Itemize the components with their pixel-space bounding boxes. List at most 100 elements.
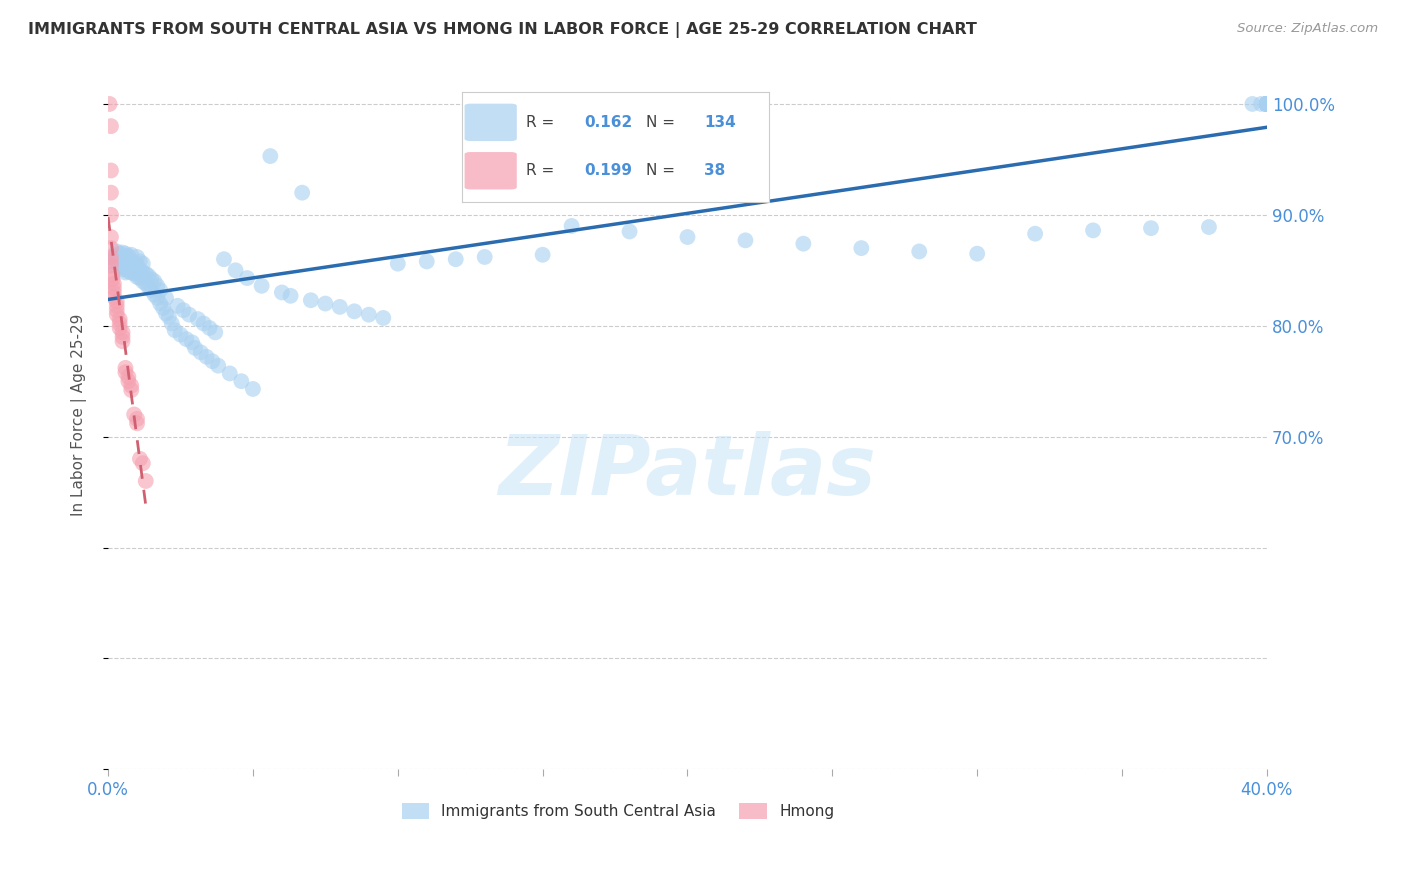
Point <box>132 257 155 271</box>
Point <box>160 317 183 331</box>
Point <box>108 317 131 331</box>
Point <box>129 451 152 466</box>
Point <box>908 244 931 259</box>
Point <box>163 323 186 337</box>
Point <box>259 149 281 163</box>
Point <box>329 300 352 314</box>
Point <box>111 259 134 273</box>
Point <box>387 257 409 271</box>
Point <box>135 267 157 281</box>
Point <box>966 246 988 260</box>
Point <box>120 383 142 397</box>
Point <box>132 266 155 280</box>
Point <box>100 186 122 200</box>
Point <box>212 252 235 267</box>
Point <box>1256 97 1278 112</box>
Point <box>103 290 125 304</box>
Point <box>1256 97 1278 112</box>
Point <box>1256 97 1278 112</box>
Point <box>444 252 467 267</box>
Point <box>103 281 125 295</box>
Point <box>357 308 380 322</box>
Point <box>132 274 155 288</box>
Point <box>108 246 131 260</box>
Point <box>1256 97 1278 112</box>
Point <box>1256 97 1278 112</box>
Point <box>619 225 641 239</box>
Point <box>204 326 226 340</box>
Point <box>792 236 814 251</box>
Point <box>172 303 194 318</box>
Point <box>135 277 157 291</box>
Text: ZIPatlas: ZIPatlas <box>499 431 876 512</box>
Point <box>125 250 148 264</box>
Point <box>169 327 191 342</box>
Point <box>129 271 152 285</box>
Point <box>122 258 145 272</box>
Point <box>314 296 336 310</box>
Point <box>155 307 177 321</box>
Point <box>1256 97 1278 112</box>
Point <box>129 254 152 268</box>
Point <box>108 255 131 269</box>
Point <box>1256 97 1278 112</box>
Point <box>1256 97 1278 112</box>
Point <box>193 317 215 331</box>
Point <box>181 335 204 350</box>
Point <box>100 163 122 178</box>
Legend: Immigrants from South Central Asia, Hmong: Immigrants from South Central Asia, Hmon… <box>395 797 841 825</box>
Point <box>149 296 172 310</box>
Point <box>111 330 134 344</box>
Point <box>157 310 180 324</box>
Point <box>250 278 273 293</box>
Point <box>179 308 201 322</box>
Point <box>125 412 148 426</box>
Point <box>114 257 136 271</box>
Point <box>1256 97 1278 112</box>
Point <box>111 245 134 260</box>
Point <box>114 360 136 375</box>
Point <box>125 264 148 278</box>
Point <box>236 271 259 285</box>
Point <box>531 248 554 262</box>
Point <box>117 374 139 388</box>
Point <box>105 244 128 259</box>
Point <box>152 301 174 315</box>
Point <box>111 326 134 340</box>
Point <box>108 312 131 326</box>
Point <box>101 268 124 282</box>
Point <box>270 285 292 300</box>
Text: Source: ZipAtlas.com: Source: ZipAtlas.com <box>1237 22 1378 36</box>
Point <box>201 354 224 368</box>
Point <box>100 258 122 272</box>
Point <box>242 382 264 396</box>
Point <box>474 250 496 264</box>
Point <box>117 249 139 263</box>
Point <box>184 341 207 355</box>
Point <box>100 230 122 244</box>
Point <box>416 254 439 268</box>
Point <box>103 285 125 300</box>
Point <box>114 365 136 379</box>
Point <box>100 241 122 255</box>
Point <box>117 264 139 278</box>
Point <box>100 208 122 222</box>
Point <box>1256 97 1278 112</box>
Point <box>1256 97 1278 112</box>
Point <box>299 293 322 308</box>
Point <box>111 250 134 264</box>
Point <box>231 374 253 388</box>
Point <box>851 241 873 255</box>
Point <box>1198 220 1220 235</box>
Point <box>100 259 122 273</box>
Point <box>108 259 131 273</box>
Point <box>1256 97 1278 112</box>
Point <box>132 456 155 470</box>
Point <box>291 186 314 200</box>
Point <box>100 254 122 268</box>
Text: IMMIGRANTS FROM SOUTH CENTRAL ASIA VS HMONG IN LABOR FORCE | AGE 25-29 CORRELATI: IMMIGRANTS FROM SOUTH CENTRAL ASIA VS HM… <box>28 22 977 38</box>
Point <box>166 299 188 313</box>
Point <box>146 278 169 293</box>
Point <box>1241 97 1264 112</box>
Point <box>125 258 148 272</box>
